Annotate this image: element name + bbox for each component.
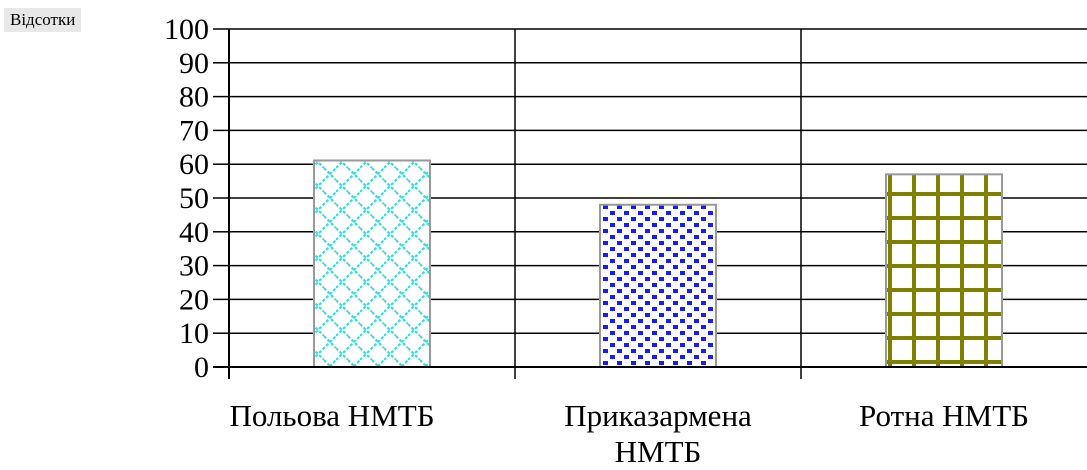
y-tick-label: 20 <box>179 283 209 316</box>
bar-3 <box>885 173 1003 368</box>
y-tick-label: 0 <box>194 351 209 384</box>
axes <box>213 28 1087 379</box>
y-tick-label: 60 <box>179 148 209 181</box>
data-label: 48.00 <box>636 172 681 194</box>
bar-1 <box>313 159 431 368</box>
y-tick-label: 100 <box>164 13 209 46</box>
y-tick-label: 90 <box>179 47 209 80</box>
bar-2 <box>599 203 717 368</box>
bars <box>313 159 1003 368</box>
data-label: 61.10 <box>350 127 395 149</box>
y-tick-label: 50 <box>179 182 209 215</box>
x-category-label: Польова НМТБ <box>229 398 434 433</box>
y-tick-label: 10 <box>179 317 209 350</box>
x-category-label: НМТБ <box>615 434 702 469</box>
y-tick-label: 30 <box>179 250 209 283</box>
y-axis-title: Відсотки <box>4 8 82 32</box>
data-label: 57.00 <box>922 141 967 163</box>
y-tick-label: 40 <box>179 216 209 249</box>
y-tick-label: 70 <box>179 114 209 147</box>
x-category-label: Ротна НМТБ <box>859 398 1029 433</box>
x-category-label: Приказармена <box>564 398 752 433</box>
y-tick-label: 80 <box>179 81 209 114</box>
